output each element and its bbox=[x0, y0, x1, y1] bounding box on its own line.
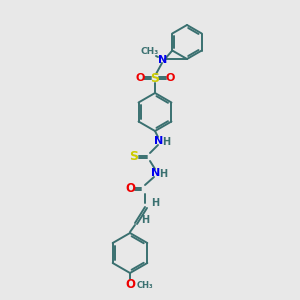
Text: N: N bbox=[154, 136, 164, 146]
Text: O: O bbox=[135, 73, 145, 83]
Text: S: S bbox=[130, 151, 139, 164]
Text: CH₃: CH₃ bbox=[141, 47, 159, 56]
Text: O: O bbox=[165, 73, 175, 83]
Text: CH₃: CH₃ bbox=[137, 280, 154, 290]
Text: H: H bbox=[159, 169, 167, 179]
Text: H: H bbox=[162, 137, 170, 147]
Text: H: H bbox=[141, 215, 149, 225]
Text: N: N bbox=[152, 168, 160, 178]
Text: S: S bbox=[151, 71, 160, 85]
Text: H: H bbox=[151, 198, 159, 208]
Text: N: N bbox=[158, 55, 168, 65]
Text: O: O bbox=[125, 182, 135, 196]
Text: O: O bbox=[125, 278, 135, 290]
